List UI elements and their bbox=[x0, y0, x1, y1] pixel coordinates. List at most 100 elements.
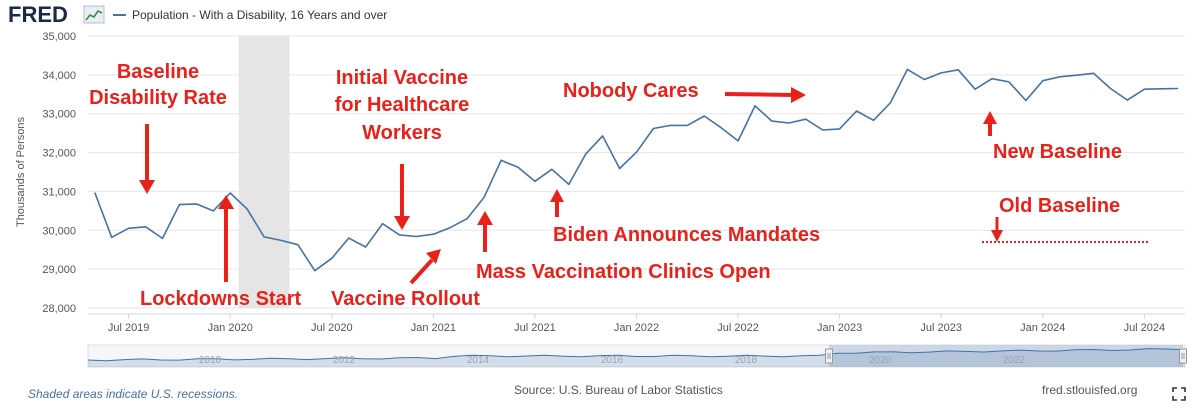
data-point bbox=[483, 196, 485, 198]
navigator-handle[interactable] bbox=[1179, 348, 1187, 364]
arrow-right-icon bbox=[724, 92, 794, 97]
x-tick-label: Jan 2020 bbox=[208, 322, 253, 334]
arrow-head bbox=[477, 211, 493, 225]
data-point bbox=[568, 183, 570, 185]
annotation-baseline: Baseline bbox=[117, 61, 199, 83]
data-point bbox=[127, 227, 129, 229]
data-point bbox=[398, 234, 400, 236]
data-point bbox=[297, 243, 299, 245]
fullscreen-icon[interactable] bbox=[1172, 387, 1186, 401]
x-tick-label: Jul 2024 bbox=[1124, 322, 1166, 334]
data-point bbox=[415, 235, 417, 237]
annotation-mass-vaccination: Mass Vaccination Clinics Open bbox=[476, 261, 771, 283]
data-point bbox=[889, 102, 891, 104]
navigator-label: 2022 bbox=[1003, 355, 1026, 366]
annotation-for-healthcare: for Healthcare bbox=[335, 94, 470, 116]
data-point bbox=[872, 119, 874, 121]
annotations: Baseline Disability Rate Lockdowns Start… bbox=[89, 61, 1122, 310]
data-point bbox=[1008, 81, 1010, 83]
y-tick-label: 33,000 bbox=[42, 109, 76, 121]
navigator-label: 2014 bbox=[467, 355, 490, 366]
data-point bbox=[585, 153, 587, 155]
recession-band bbox=[238, 36, 290, 308]
data-point bbox=[1126, 99, 1128, 101]
data-point bbox=[822, 129, 824, 131]
data-point bbox=[957, 69, 959, 71]
arrow-head bbox=[394, 216, 410, 230]
data-point bbox=[1042, 79, 1044, 81]
y-tick-label: 30,000 bbox=[42, 225, 76, 237]
navigator-handle[interactable] bbox=[825, 348, 833, 364]
x-tick-label: Jan 2022 bbox=[614, 322, 659, 334]
arrow-head bbox=[550, 189, 564, 202]
site-link[interactable]: fred.stlouisfed.org bbox=[1042, 383, 1138, 397]
x-tick-label: Jul 2020 bbox=[311, 322, 353, 334]
data-point bbox=[686, 124, 688, 126]
annotation-lockdowns-start: Lockdowns Start bbox=[140, 288, 301, 310]
data-point bbox=[754, 105, 756, 107]
data-point bbox=[161, 237, 163, 239]
x-tick-label: Jan 2024 bbox=[1020, 322, 1065, 334]
annotation-old-baseline: Old Baseline bbox=[999, 195, 1120, 217]
data-point bbox=[449, 226, 451, 228]
data-point bbox=[601, 135, 603, 137]
data-point bbox=[263, 236, 265, 238]
x-tick-label: Jan 2023 bbox=[817, 322, 862, 334]
annotation-arrows bbox=[139, 87, 1150, 285]
navigator-label: 2020 bbox=[869, 355, 892, 366]
navigator-area bbox=[88, 348, 1185, 367]
data-point bbox=[618, 167, 620, 169]
y-tick-label: 34,000 bbox=[42, 70, 76, 82]
y-axis-title: Thousands of Persons bbox=[15, 116, 27, 227]
data-point bbox=[1160, 88, 1162, 90]
data-point bbox=[1059, 76, 1061, 78]
data-point bbox=[991, 78, 993, 80]
data-point bbox=[1092, 72, 1094, 74]
arrow-head bbox=[991, 230, 1003, 242]
data-point bbox=[212, 210, 214, 212]
data-point bbox=[635, 151, 637, 153]
data-point bbox=[737, 140, 739, 142]
navigator-label: 2012 bbox=[333, 355, 356, 366]
annotation-biden-mandates: Biden Announces Mandates bbox=[553, 224, 820, 246]
data-point bbox=[432, 233, 434, 235]
data-point bbox=[500, 159, 502, 161]
data-point bbox=[788, 122, 790, 124]
fred-logo[interactable]: FRED bbox=[8, 2, 68, 27]
data-point bbox=[517, 166, 519, 168]
y-tick-label: 28,000 bbox=[42, 303, 76, 315]
data-point bbox=[1075, 74, 1077, 76]
data-point bbox=[1109, 87, 1111, 89]
annotation-vaccine-rollout: Vaccine Rollout bbox=[331, 288, 480, 310]
data-point bbox=[974, 88, 976, 90]
source-label: Source: U.S. Bureau of Labor Statistics bbox=[514, 383, 723, 397]
series-line bbox=[94, 68, 1179, 272]
data-point bbox=[1025, 99, 1027, 101]
annotation-workers: Workers bbox=[362, 122, 442, 144]
annotation-new-baseline: New Baseline bbox=[993, 141, 1122, 163]
data-point bbox=[551, 168, 553, 170]
data-point bbox=[466, 217, 468, 219]
data-point bbox=[940, 72, 942, 74]
navigator-series bbox=[87, 348, 1186, 362]
arrow-head bbox=[218, 195, 234, 209]
annotation-nobody-cares: Nobody Cares bbox=[563, 80, 699, 102]
data-point bbox=[364, 246, 366, 248]
annotation-disability-rate: Disability Rate bbox=[89, 87, 227, 109]
navigator-label: 2018 bbox=[735, 355, 758, 366]
data-point bbox=[178, 203, 180, 205]
data-point bbox=[805, 118, 807, 120]
data-point bbox=[331, 257, 333, 259]
data-point bbox=[381, 222, 383, 224]
data-point bbox=[94, 191, 96, 193]
data-point bbox=[652, 127, 654, 129]
navigator-label: 2010 bbox=[199, 355, 222, 366]
navigator-label: 2016 bbox=[601, 355, 624, 366]
recession-note: Shaded areas indicate U.S. recessions. bbox=[28, 387, 239, 401]
data-point bbox=[1143, 88, 1145, 90]
data-point bbox=[720, 127, 722, 129]
arrow-head bbox=[791, 87, 806, 103]
data-point bbox=[314, 269, 316, 271]
y-tick-label: 29,000 bbox=[42, 264, 76, 276]
